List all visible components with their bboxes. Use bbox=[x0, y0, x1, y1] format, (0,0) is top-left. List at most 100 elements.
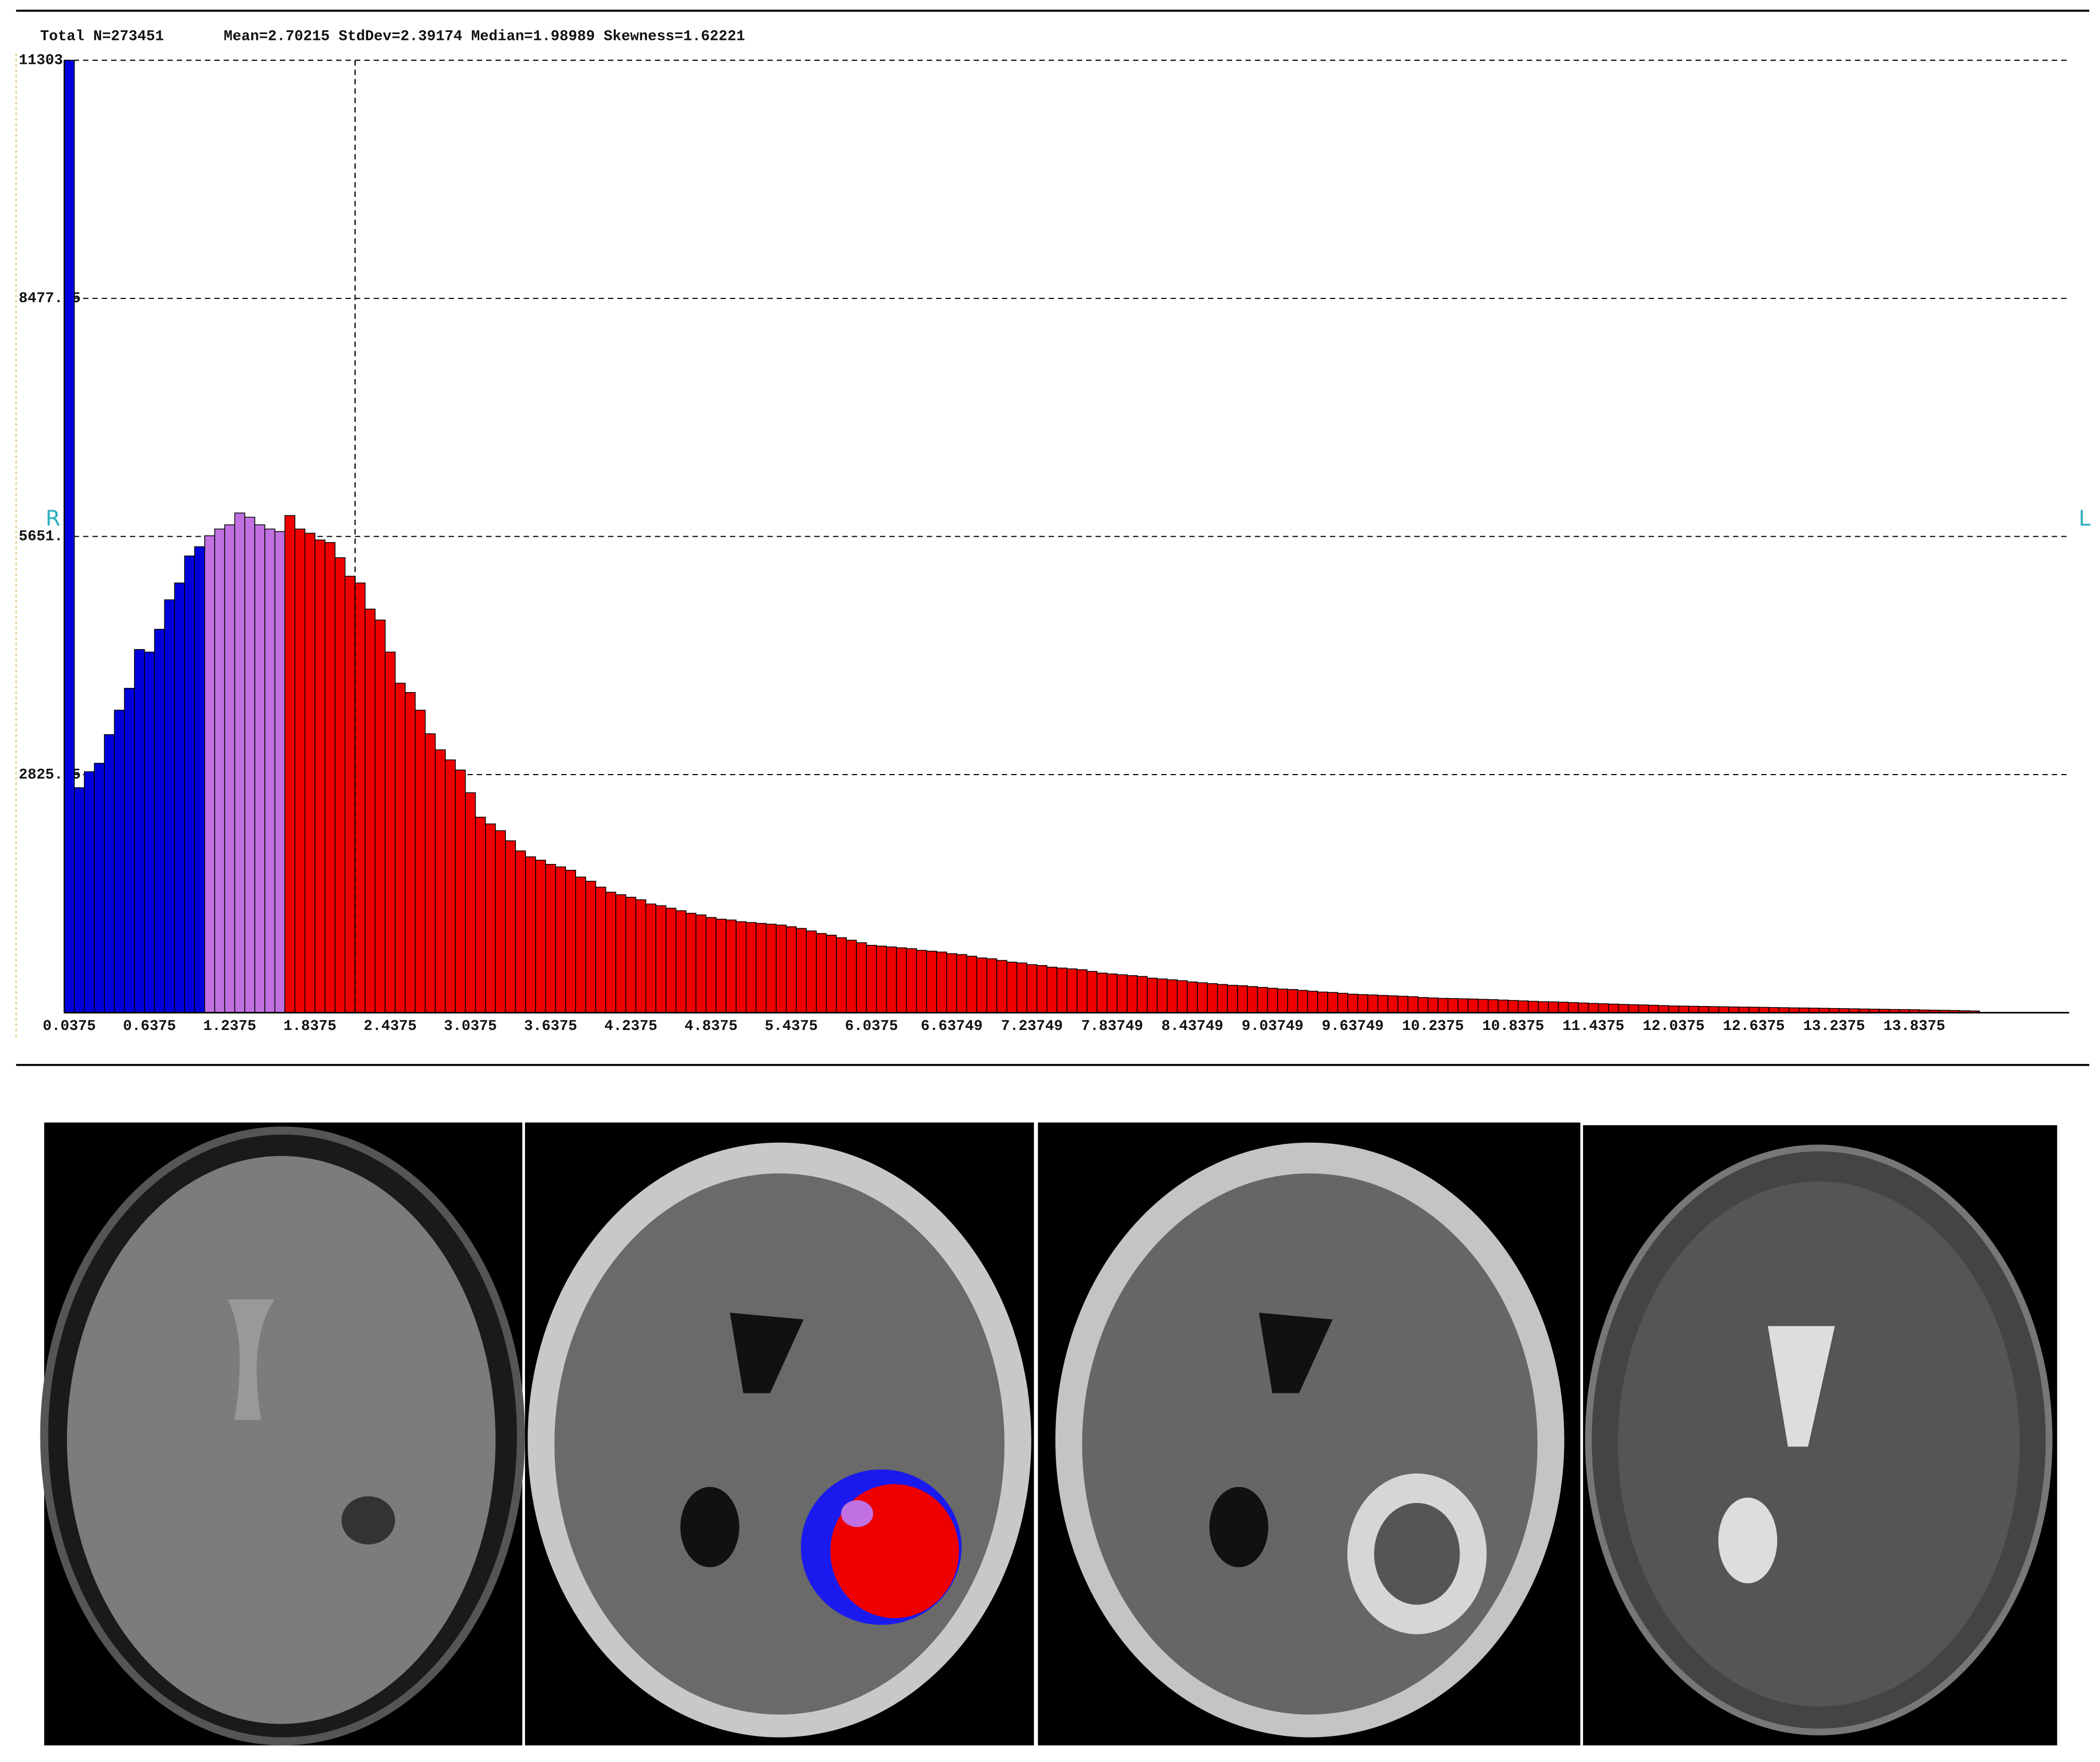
bar bbox=[1347, 993, 1359, 1013]
bar bbox=[815, 933, 827, 1013]
x-tick-label: 12.0375 bbox=[1643, 1018, 1704, 1035]
x-tick-label: 0.6375 bbox=[123, 1018, 176, 1035]
bar bbox=[665, 908, 677, 1013]
bar bbox=[1578, 1002, 1589, 1013]
bar bbox=[1608, 1003, 1619, 1013]
bar bbox=[214, 528, 226, 1013]
bar bbox=[1086, 971, 1098, 1013]
bar bbox=[164, 599, 175, 1013]
bar bbox=[1507, 1000, 1519, 1013]
bar bbox=[344, 576, 356, 1013]
bar bbox=[1387, 995, 1398, 1013]
bar bbox=[1237, 985, 1248, 1013]
bar bbox=[1317, 991, 1328, 1013]
bar bbox=[1116, 974, 1128, 1013]
bar bbox=[335, 557, 346, 1013]
bar bbox=[124, 687, 135, 1013]
bar bbox=[324, 542, 336, 1013]
bar bbox=[856, 942, 867, 1013]
bar bbox=[1327, 992, 1338, 1013]
bar bbox=[1417, 997, 1429, 1013]
bar bbox=[385, 651, 396, 1013]
side-label-l: L bbox=[2079, 506, 2091, 531]
bar bbox=[866, 945, 877, 1013]
bar bbox=[1518, 1000, 1529, 1013]
bar bbox=[1367, 994, 1379, 1013]
bar bbox=[1718, 1006, 1729, 1013]
x-tick-label: 6.63749 bbox=[921, 1018, 982, 1035]
side-label-r: R bbox=[46, 506, 61, 531]
bar bbox=[946, 953, 957, 1013]
bar bbox=[1036, 965, 1048, 1013]
bar bbox=[1026, 964, 1038, 1013]
bar bbox=[465, 792, 476, 1013]
bar bbox=[1096, 973, 1108, 1013]
bar bbox=[545, 863, 556, 1013]
bar bbox=[846, 940, 857, 1013]
bar bbox=[64, 60, 75, 1013]
bar bbox=[1046, 967, 1057, 1013]
bar bbox=[986, 958, 997, 1013]
bar bbox=[234, 512, 245, 1013]
y-tick-label: 5651.5 bbox=[19, 529, 72, 545]
bar bbox=[1748, 1007, 1760, 1013]
x-tick-label: 13.2375 bbox=[1803, 1018, 1865, 1035]
x-tick-label: 13.8375 bbox=[1884, 1018, 1945, 1035]
bar bbox=[635, 899, 646, 1013]
bar bbox=[505, 840, 516, 1013]
bar bbox=[1106, 973, 1118, 1013]
bar bbox=[936, 951, 947, 1013]
bar bbox=[264, 528, 276, 1013]
bar bbox=[585, 880, 596, 1013]
bar bbox=[605, 892, 616, 1013]
bar bbox=[826, 935, 837, 1013]
bar bbox=[274, 531, 286, 1013]
bar bbox=[1207, 983, 1218, 1013]
ventricle-horn bbox=[1718, 1497, 1778, 1584]
bar bbox=[1708, 1006, 1720, 1013]
x-tick-label: 7.23749 bbox=[1001, 1018, 1063, 1035]
bar bbox=[1407, 996, 1419, 1013]
bar bbox=[615, 894, 627, 1013]
bar bbox=[1457, 998, 1469, 1013]
bar bbox=[424, 733, 436, 1013]
bar bbox=[1598, 1003, 1609, 1013]
bar bbox=[776, 925, 787, 1013]
bar bbox=[806, 930, 817, 1013]
bar bbox=[886, 946, 897, 1013]
bar bbox=[114, 710, 125, 1013]
bar bbox=[1497, 999, 1509, 1013]
bar bbox=[1016, 962, 1028, 1013]
bar bbox=[645, 903, 656, 1013]
stats-summary: Mean=2.70215 StdDev=2.39174 Median=1.989… bbox=[223, 28, 745, 45]
bar bbox=[726, 919, 737, 1013]
bar bbox=[595, 886, 606, 1013]
bar bbox=[1557, 1001, 1569, 1013]
bar bbox=[655, 905, 666, 1013]
x-tick-label: 1.8375 bbox=[284, 1018, 337, 1035]
y-tick-label: 11303 bbox=[19, 53, 63, 69]
bar bbox=[1187, 981, 1198, 1013]
bar bbox=[405, 692, 416, 1013]
bar bbox=[1337, 993, 1348, 1013]
bar bbox=[765, 924, 777, 1013]
bar bbox=[1247, 986, 1258, 1013]
ventricle bbox=[228, 1299, 275, 1420]
bar bbox=[1528, 1001, 1539, 1013]
bar bbox=[1216, 984, 1228, 1013]
bar bbox=[1056, 967, 1068, 1013]
bar bbox=[1177, 980, 1188, 1013]
bar bbox=[1688, 1005, 1699, 1013]
bar bbox=[495, 830, 506, 1013]
bar bbox=[1147, 977, 1158, 1013]
tumor-core bbox=[1374, 1503, 1460, 1605]
bar bbox=[736, 921, 747, 1013]
bar bbox=[144, 651, 155, 1013]
bar bbox=[956, 954, 968, 1013]
bar bbox=[1427, 998, 1439, 1013]
bar bbox=[1377, 995, 1388, 1013]
x-tick-label: 9.03749 bbox=[1241, 1018, 1303, 1035]
bar bbox=[1156, 978, 1168, 1013]
